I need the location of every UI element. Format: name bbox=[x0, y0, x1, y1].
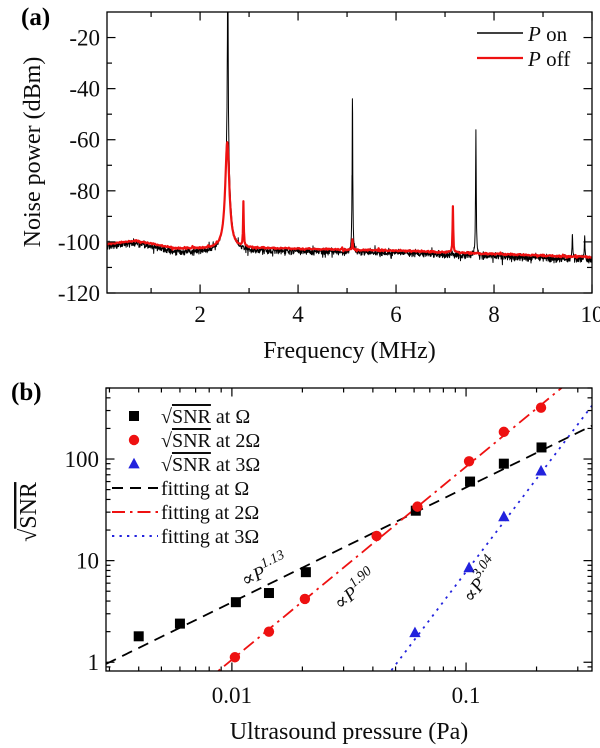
panel-a-xtick-label: 2 bbox=[194, 302, 206, 327]
panel-a-axes: 2 4 6 8 10 -20 -40 -60 -80 -100 -120 bbox=[58, 11, 600, 327]
panel-b-xlabel: Ultrasound pressure (Pa) bbox=[230, 719, 469, 745]
circle-marker bbox=[498, 426, 510, 438]
square-marker bbox=[230, 597, 241, 608]
triangle-marker bbox=[498, 510, 510, 522]
panel-a-xtick-label: 8 bbox=[488, 302, 500, 327]
triangle-marker bbox=[128, 457, 140, 469]
square-marker bbox=[133, 631, 144, 642]
panel-b-fits bbox=[106, 388, 592, 671]
svg-text:Noise power (dBm): Noise power (dBm) bbox=[20, 57, 46, 248]
square-marker bbox=[498, 458, 509, 469]
sqrt-SNR-at-3omega bbox=[409, 464, 547, 638]
legend-label: P on bbox=[527, 22, 568, 46]
legend-label: P off bbox=[527, 47, 570, 71]
square-marker bbox=[129, 411, 139, 421]
svg-text:∝P1.90: ∝P1.90 bbox=[328, 564, 382, 615]
circle-marker bbox=[229, 652, 241, 663]
circle-marker bbox=[263, 626, 275, 637]
svg-text:√SNR: √SNR bbox=[16, 482, 42, 542]
panel-b-series bbox=[133, 402, 547, 663]
panel-a-series bbox=[107, 12, 592, 266]
circle-marker bbox=[463, 456, 475, 467]
panel-b-ylabel: √SNR bbox=[16, 482, 42, 542]
square-marker bbox=[263, 588, 274, 599]
panel-a-xtick-label: 6 bbox=[390, 302, 402, 327]
square-marker bbox=[536, 442, 547, 453]
triangle-marker bbox=[409, 626, 421, 638]
panel-a-ytick-label: -100 bbox=[58, 230, 100, 255]
sqrt-SNR-at-2omega bbox=[229, 402, 547, 663]
legend-label: √SNR at Ω bbox=[161, 406, 250, 428]
panel-a-label: (a) bbox=[21, 4, 51, 31]
fit-exponent-annotation: ∝P1.13 bbox=[236, 548, 291, 592]
noise-trace-p-on bbox=[107, 12, 592, 266]
panel-b-ytick-label: 1 bbox=[88, 650, 100, 675]
panel-a-ytick-label: -40 bbox=[69, 77, 100, 102]
panel-a-xtick-label: 4 bbox=[292, 302, 304, 327]
panel-b-label: (b) bbox=[11, 379, 42, 406]
fitting-at-omega-line bbox=[106, 424, 592, 665]
triangle-marker bbox=[535, 464, 547, 476]
fit-exponent-annotation: ∝P3.04 bbox=[456, 552, 505, 606]
legend-label: fitting at 3Ω bbox=[161, 526, 259, 548]
panel-b-xtick-label: 0.01 bbox=[212, 683, 252, 708]
noise-trace-p-off bbox=[107, 141, 592, 259]
square-marker bbox=[300, 567, 311, 578]
panel-a-legend: P onP off bbox=[477, 22, 570, 71]
circle-marker bbox=[412, 501, 423, 512]
panel-b-axes: 0.01 0.1 1 10 100 bbox=[65, 387, 593, 708]
panel-a-ylabel: Noise power (dBm) bbox=[20, 57, 46, 248]
legend-label: √SNR at 3Ω bbox=[161, 454, 260, 476]
fit-exponent-annotation: ∝P1.90 bbox=[328, 564, 382, 615]
svg-text:∝P3.04: ∝P3.04 bbox=[456, 552, 505, 606]
legend-label: fitting at 2Ω bbox=[161, 502, 259, 524]
panel-a-xlabel: Frequency (MHz) bbox=[263, 338, 436, 364]
panel-a-frame bbox=[106, 11, 593, 294]
panel-b: 0.01 0.1 1 10 100 Ultrasound pressure (Pa) √SN… bbox=[16, 387, 593, 745]
square-marker bbox=[174, 618, 185, 629]
legend-label: √SNR at 2Ω bbox=[161, 430, 260, 452]
fitting-at-2omega-line bbox=[216, 388, 563, 671]
square-marker bbox=[465, 476, 476, 487]
legend-label: fitting at Ω bbox=[161, 478, 249, 500]
circle-marker bbox=[128, 434, 140, 446]
panel-b-ytick-label: 10 bbox=[76, 549, 99, 574]
panel-a-ytick-label: -80 bbox=[69, 179, 100, 204]
panel-a-ytick-label: -60 bbox=[69, 128, 100, 153]
panel-b-xtick-label: 0.1 bbox=[452, 683, 481, 708]
circle-marker bbox=[371, 530, 382, 542]
panel-a-ytick-label: -120 bbox=[58, 281, 100, 306]
triangle-marker bbox=[463, 561, 475, 573]
svg-text:∝P1.13: ∝P1.13 bbox=[236, 548, 291, 592]
panel-a-xtick-label: 10 bbox=[581, 302, 600, 327]
panel-a-ytick-label: -20 bbox=[69, 26, 100, 51]
panel-a: 2 4 6 8 10 -20 -40 -60 -80 -100 -120 Frequency (MHz… bbox=[20, 11, 600, 364]
circle-marker bbox=[299, 593, 311, 605]
circle-marker bbox=[535, 402, 547, 413]
panel-b-ytick-label: 100 bbox=[65, 447, 100, 472]
